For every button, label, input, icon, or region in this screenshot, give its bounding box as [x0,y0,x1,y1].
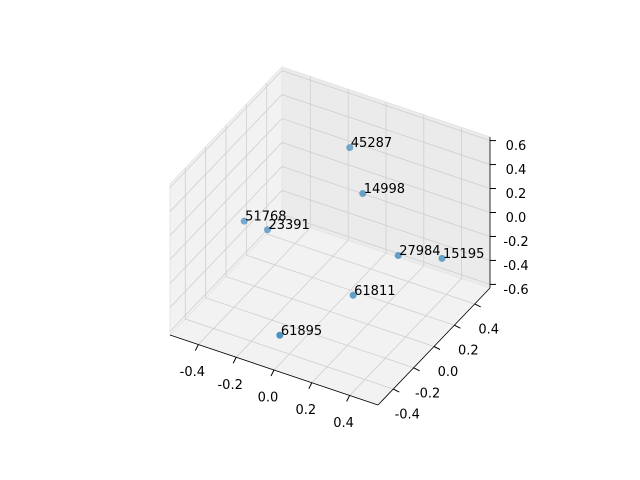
x-axis-line [169,334,379,406]
point-label: 15195 [443,247,484,262]
x-tick-label: 0.4 [333,416,354,431]
grid-line [184,168,394,390]
grid-line [169,118,491,236]
grid-line [169,94,491,212]
y-tick-label: 0.4 [478,322,499,337]
grid-line [198,76,311,345]
point-label: 61895 [281,324,322,339]
grid-line [311,114,425,384]
z-tick-label: 0.6 [506,139,527,154]
grid-line [245,104,455,326]
grid-line [235,89,349,358]
grid-line [169,189,491,308]
grid-line [273,102,387,371]
grid-line [225,125,435,347]
z-tick-label: -0.2 [503,235,528,250]
x-tick-label: 0.0 [258,391,279,406]
point-label: 61811 [354,284,395,299]
z-tick-label: 0.2 [506,187,527,202]
z-tick-label: 0.4 [506,163,527,178]
z-tick-label: -0.6 [503,283,528,298]
y-tick-label: 0.0 [438,365,459,380]
point [438,254,446,262]
grid-line [349,127,463,396]
grid-line [169,70,491,188]
tick-mark [413,367,420,372]
x-tick-label: 0.2 [295,403,316,418]
point [359,190,367,198]
point [240,217,248,225]
tick-mark [232,357,237,364]
y-axis-line [377,287,491,406]
point [263,226,271,234]
y-tick-label: -0.4 [395,408,420,423]
tick-mark [454,324,461,329]
point-label: 14998 [364,182,405,197]
tick-mark [270,369,275,377]
z-tick-label: -0.4 [503,259,528,274]
y-tick-label: 0.2 [458,344,479,359]
point-label: 27984 [399,244,440,259]
x-tick-label: -0.4 [180,365,205,380]
z-tick-label: 0.0 [506,211,527,226]
tick-mark [346,395,351,402]
x-tick-label: -0.2 [217,378,242,393]
point-label: 45287 [351,136,392,151]
point-label: 23391 [268,218,309,233]
point [394,252,402,260]
point [276,331,284,339]
grid-line [266,82,475,305]
grid-line [205,146,414,369]
y-tick-label: -0.2 [415,386,440,401]
tick-mark [393,388,400,393]
point [349,291,357,299]
tick-mark [433,346,441,350]
tick-mark [194,344,199,351]
tick-mark [474,303,481,308]
grid-line [169,142,491,260]
point [346,144,354,152]
point-label: 51768 [245,210,286,225]
grid-line [169,166,491,284]
grid-line [169,213,491,332]
tick-mark [308,382,313,389]
